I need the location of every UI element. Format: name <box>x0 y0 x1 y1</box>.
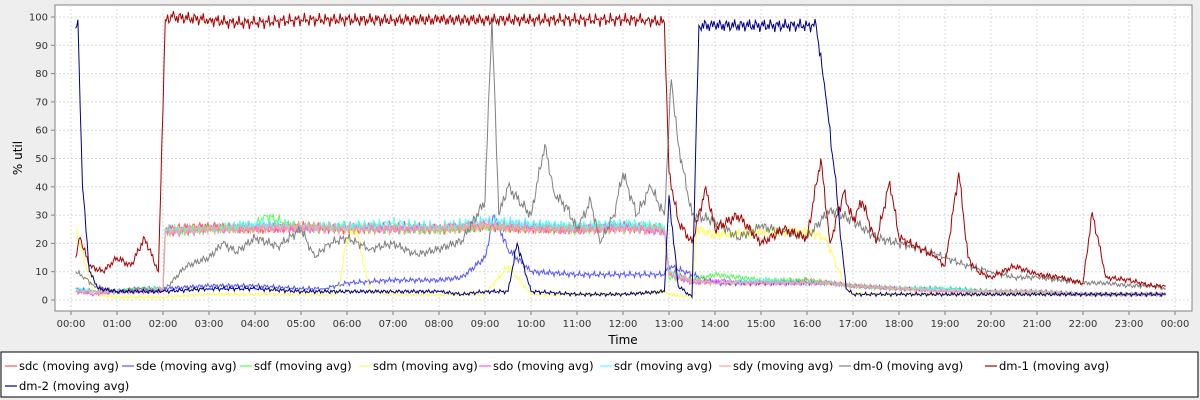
x-tick-label: 16:00 <box>793 319 822 330</box>
x-tick-label: 20:00 <box>977 319 1006 330</box>
y-tick-label: 30 <box>35 211 48 222</box>
series-line-8 <box>75 11 1166 290</box>
x-tick-label: 23:00 <box>1115 319 1144 330</box>
y-axis: 0 10 20 30 40 50 60 70 80 90 100 <box>29 13 55 307</box>
y-tick-label: 20 <box>35 239 48 250</box>
legend-label: sde (moving avg) <box>136 359 237 373</box>
x-tick-label: 09:00 <box>471 319 500 330</box>
y-tick-label: 50 <box>35 154 48 165</box>
x-tick-label: 07:00 <box>379 319 408 330</box>
legend-item: sdc (moving avg) <box>5 359 119 373</box>
x-tick-label: 00:00 <box>1161 319 1190 330</box>
legend: sdc (moving avg) sde (moving avg) sdf (mov… <box>5 359 1109 393</box>
series-line-3 <box>75 224 1166 300</box>
x-tick-label: 02:00 <box>149 319 178 330</box>
x-tick-label: 18:00 <box>885 319 914 330</box>
legend-label: sdc (moving avg) <box>19 359 119 373</box>
legend-item: dm-0 (moving avg) <box>839 359 963 373</box>
x-tick-label: 17:00 <box>839 319 868 330</box>
legend-label: sdy (moving avg) <box>733 359 833 373</box>
y-tick-label: 70 <box>35 97 48 108</box>
legend-item: dm-1 (moving avg) <box>985 359 1109 373</box>
legend-item: sdf (moving avg) <box>240 359 352 373</box>
x-tick-label: 01:00 <box>103 319 132 330</box>
legend-item: dm-2 (moving avg) <box>5 379 129 393</box>
y-tick-label: 90 <box>35 41 48 52</box>
legend-label: dm-2 (moving avg) <box>19 379 129 393</box>
x-tick-label: 11:00 <box>563 319 592 330</box>
x-tick-label: 10:00 <box>517 319 546 330</box>
series-line-6 <box>75 220 1167 298</box>
y-tick-label: 60 <box>35 126 48 137</box>
legend-label: dm-1 (moving avg) <box>999 359 1109 373</box>
x-tick-label: 21:00 <box>1023 319 1052 330</box>
legend-label: sdo (moving avg) <box>493 359 594 373</box>
legend-item: sdr (moving avg) <box>600 359 712 373</box>
legend-item: sde (moving avg) <box>122 359 237 373</box>
legend-item: sdo (moving avg) <box>479 359 594 373</box>
y-tick-label: 0 <box>42 296 48 307</box>
x-tick-label: 15:00 <box>747 319 776 330</box>
grid-lines <box>55 5 1192 311</box>
x-tick-label: 00:00 <box>57 319 86 330</box>
series-lines <box>75 11 1167 300</box>
legend-box <box>0 351 1199 398</box>
x-tick-label: 06:00 <box>333 319 362 330</box>
legend-item: sdy (moving avg) <box>719 359 833 373</box>
y-tick-label: 100 <box>29 13 48 24</box>
x-tick-label: 14:00 <box>701 319 730 330</box>
x-tick-label: 05:00 <box>287 319 316 330</box>
series-line-7 <box>75 16 1167 295</box>
legend-label: sdm (moving avg) <box>373 359 478 373</box>
y-axis-title: % util <box>11 141 25 175</box>
y-tick-label: 10 <box>35 267 48 278</box>
x-tick-label: 13:00 <box>655 319 684 330</box>
x-tick-label: 12:00 <box>609 319 638 330</box>
legend-label: sdf (moving avg) <box>254 359 352 373</box>
legend-label: sdr (moving avg) <box>614 359 712 373</box>
x-tick-label: 22:00 <box>1069 319 1098 330</box>
x-tick-label: 03:00 <box>195 319 224 330</box>
series-line-9 <box>75 18 1166 300</box>
x-tick-label: 08:00 <box>425 319 454 330</box>
legend-label: dm-0 (moving avg) <box>853 359 963 373</box>
y-tick-label: 80 <box>35 69 48 80</box>
x-axis: 00:00 01:00 02:00 03:00 04:00 05:00 06:00 07:00… <box>57 311 1190 330</box>
x-tick-label: 19:00 <box>931 319 960 330</box>
y-tick-label: 40 <box>35 182 48 193</box>
x-tick-label: 04:00 <box>241 319 270 330</box>
x-axis-title: Time <box>607 333 637 347</box>
legend-item: sdm (moving avg) <box>359 359 478 373</box>
